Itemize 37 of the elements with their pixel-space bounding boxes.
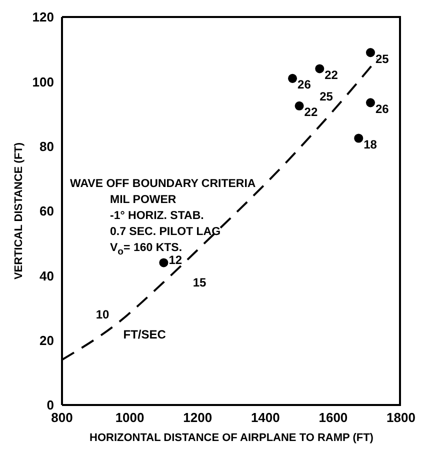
- x-tick-label: 1000: [115, 410, 144, 426]
- x-tick-label: 1200: [183, 410, 212, 426]
- y-tick-label: 60: [40, 204, 54, 219]
- point: [366, 98, 376, 108]
- y-tick-label: 80: [40, 138, 54, 154]
- point: [288, 74, 298, 83]
- x-tick-label: 1600: [318, 410, 348, 426]
- y-tick-label: 120: [32, 10, 54, 25]
- x-tick-label: 1800: [386, 410, 416, 426]
- y-tick-label: 100: [32, 74, 54, 90]
- y-tick-label: 20: [40, 332, 54, 348]
- x-tick-label: 800: [51, 410, 73, 426]
- annotation: 15: [192, 276, 207, 290]
- annotation: MIL POWER: [109, 193, 178, 208]
- y-tick-label: 0: [46, 398, 54, 413]
- annotation: 12: [168, 252, 182, 267]
- point: [315, 64, 324, 74]
- annotation: FT/SEC: [123, 327, 166, 342]
- annotation: 0.7 SEC. PILOT LAG: [109, 225, 222, 240]
- point: [294, 101, 304, 110]
- annotation: 26: [298, 78, 312, 92]
- x-tick-label: 1400: [250, 410, 280, 426]
- annotation: 26: [375, 102, 390, 116]
- y-axis-title: VERTICAL DISTANCE (FT): [12, 142, 25, 280]
- annotation: 22: [324, 68, 338, 82]
- point: [159, 258, 168, 268]
- annotation: WAVE OFF BOUNDARY CRITERIA: [70, 177, 256, 192]
- x-axis-title: HORIZONTAL DISTANCE OF AIRPLANE TO RAMP (FT): [90, 432, 374, 444]
- annotation: 25: [320, 90, 334, 104]
- point: [366, 48, 376, 58]
- annotation: 18: [364, 138, 378, 152]
- annotation: 25: [375, 52, 390, 66]
- point: [354, 134, 364, 143]
- annotation: -1° HORIZ. STAB.: [109, 209, 205, 224]
- annotation: 22: [304, 105, 318, 120]
- y-tick-label: 40: [40, 268, 54, 284]
- annotation: 10: [96, 307, 110, 322]
